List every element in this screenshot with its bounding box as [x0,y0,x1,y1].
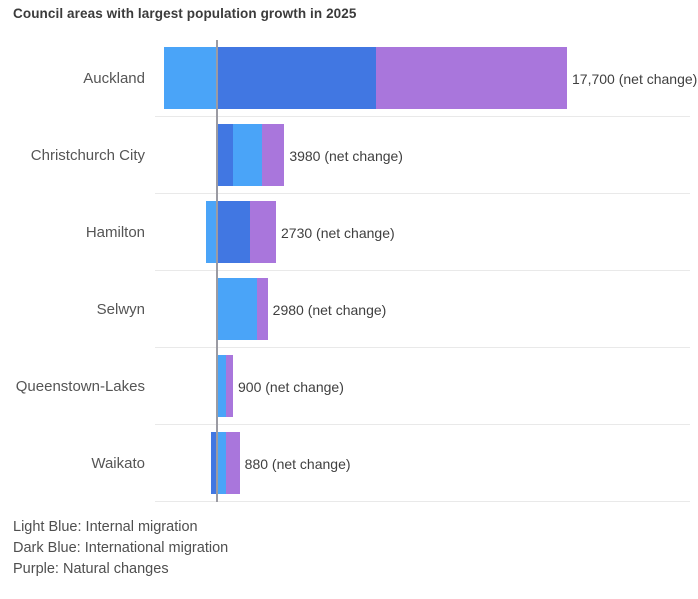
row-separator [155,347,690,348]
net-change-label: 3980 (net change) [289,147,403,164]
bar-segment-international-migration [211,432,218,494]
legend-line-internal-migration: Light Blue: Internal migration [13,519,198,535]
legend-line-natural-changes: Purple: Natural changes [13,561,169,577]
row-separator [155,424,690,425]
legend-line-international-migration: Dark Blue: International migration [13,540,229,556]
bar-row: Auckland 17,700 (net change) [0,40,698,117]
net-change-label: 2980 (net change) [272,301,387,318]
category-label: Waikato [91,455,145,472]
bar-segment-internal-migration [218,432,226,494]
net-change-label: 900 (net change) [238,378,344,395]
bar-segment-internal-migration [218,278,257,340]
row-separator [155,501,690,502]
bar-segment-natural-changes [256,278,268,340]
bar-segment-internal-migration [218,355,226,417]
bar-row: Waikato 880 (net change) [0,425,698,502]
category-label: Hamilton [85,224,145,241]
bar-segment-internal-migration [233,124,263,186]
row-separator [155,270,690,271]
bar-segment-natural-changes [262,124,285,186]
net-change-label: 17,700 (net change) [572,70,698,87]
row-separator [155,193,690,194]
category-label: Christchurch City [30,147,145,164]
chart-title: Council areas with largest population gr… [13,6,357,21]
bar-row: Queenstown-Lakes 900 (net change) [0,348,698,425]
legend: Light Blue: Internal migration Dark Blue… [13,517,228,580]
bar-segment-internal-migration [164,47,218,109]
bar-segment-international-migration [218,124,233,186]
bar-row: Selwyn 2980 (net change) [0,271,698,348]
net-change-label: 2730 (net change) [281,224,395,241]
bar-segment-natural-changes [250,201,276,263]
bar-row: Hamilton 2730 (net change) [0,194,698,271]
bar-row: Christchurch City 3980 (net change) [0,117,698,194]
bar-segment-international-migration [218,47,376,109]
bar-segment-natural-changes [226,355,233,417]
zero-axis-line [216,40,218,502]
bar-segment-internal-migration [205,201,218,263]
bar-segment-natural-changes [376,47,567,109]
category-label: Queenstown-Lakes [15,378,145,395]
bar-segment-natural-changes [226,432,240,494]
bar-chart: Auckland 17,700 (net change) Christchurch … [0,40,698,502]
category-label: Selwyn [96,301,145,318]
category-label: Auckland [83,70,145,87]
net-change-label: 880 (net change) [244,455,351,472]
bar-segment-international-migration [218,201,251,263]
row-separator [155,116,690,117]
